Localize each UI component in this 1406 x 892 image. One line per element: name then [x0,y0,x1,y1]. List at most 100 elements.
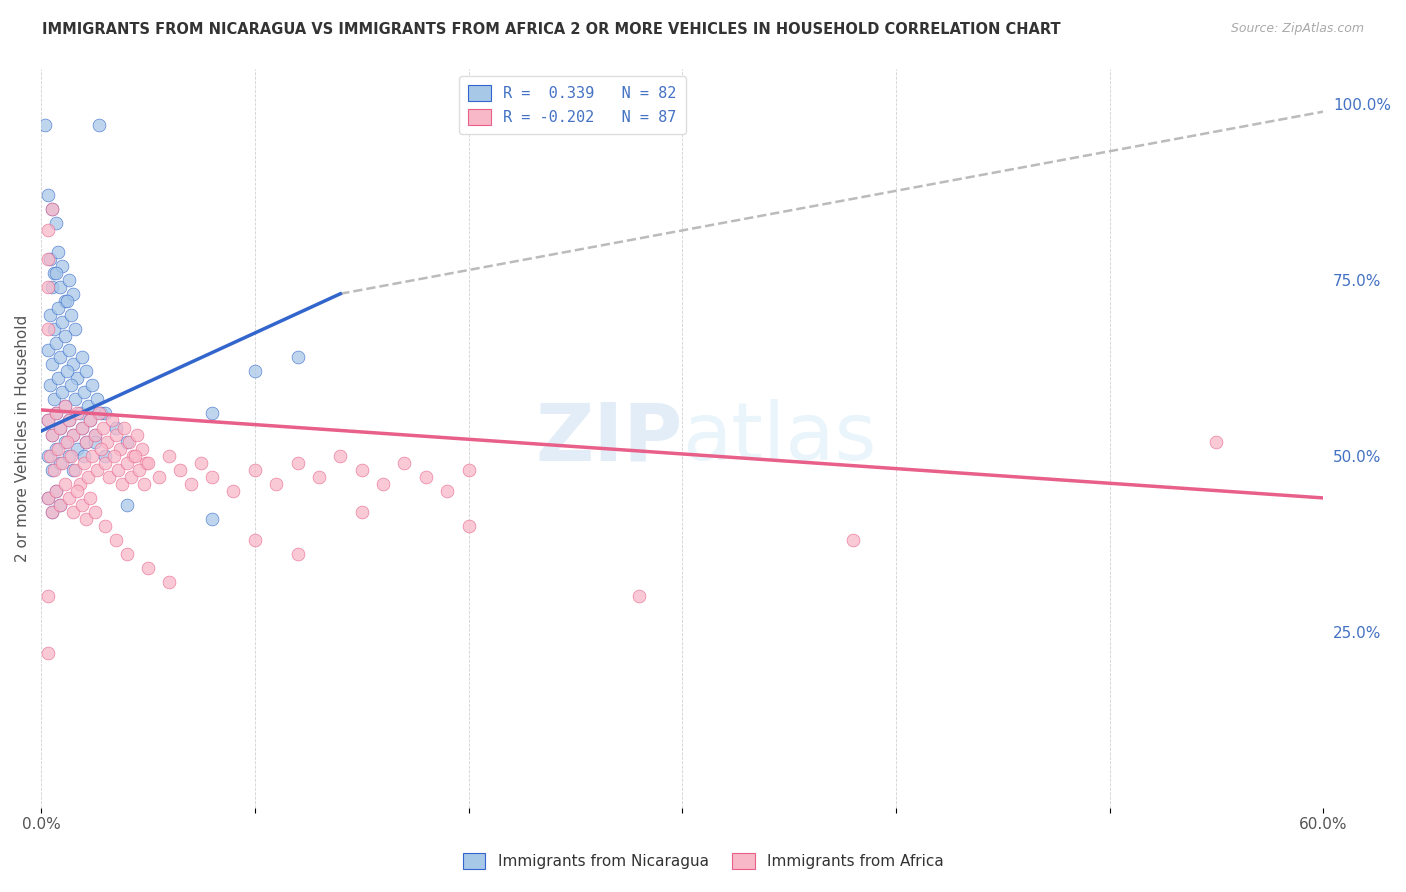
Point [49,350,72,364]
Point [58,343,80,357]
Point [37,491,59,505]
Point [94,407,117,421]
Legend: Immigrants from Nicaragua, Immigrants from Africa: Immigrants from Nicaragua, Immigrants fr… [457,847,949,875]
Point [222,483,245,498]
Point [69,476,91,491]
Point [75,512,97,526]
Point [94,449,117,463]
Point [37,343,59,357]
Point [157,575,180,590]
Point [45,483,67,498]
Point [82,378,104,392]
Point [148,470,170,484]
Point [82,449,104,463]
Point [94,519,117,533]
Point [73,456,96,470]
Point [53,400,76,414]
Point [190,456,212,470]
Point [41,505,63,519]
Point [58,491,80,505]
Point [45,266,67,280]
Point [55,364,77,378]
Point [70,420,93,434]
Point [75,434,97,449]
Point [45,442,67,456]
Point [65,463,87,477]
Point [45,336,67,351]
Point [38,449,60,463]
Legend: R =  0.339   N = 82, R = -0.202   N = 87: R = 0.339 N = 82, R = -0.202 N = 87 [458,76,686,134]
Point [103,449,125,463]
Point [180,476,202,491]
Point [49,279,72,293]
Point [115,498,138,512]
Point [60,308,83,322]
Point [104,533,127,548]
Point [73,449,96,463]
Point [37,413,59,427]
Point [457,463,479,477]
Point [53,329,76,343]
Point [34,118,56,132]
Point [96,434,118,449]
Text: ZIP: ZIP [534,399,682,477]
Point [115,456,138,470]
Point [83,434,105,449]
Point [51,315,73,329]
Point [120,470,142,484]
Point [49,420,72,434]
Point [77,400,100,414]
Point [55,293,77,308]
Point [66,442,89,456]
Point [350,505,373,519]
Point [104,427,127,442]
Point [128,463,150,477]
Point [131,442,153,456]
Point [66,407,89,421]
Point [49,420,72,434]
Point [90,407,112,421]
Point [70,420,93,434]
Point [201,407,224,421]
Point [37,279,59,293]
Point [62,286,84,301]
Y-axis label: 2 or more Vehicles in Household: 2 or more Vehicles in Household [15,315,30,562]
Text: Source: ZipAtlas.com: Source: ZipAtlas.com [1230,22,1364,36]
Point [83,427,105,442]
Point [60,378,83,392]
Point [58,449,80,463]
Point [457,519,479,533]
Point [115,547,138,561]
Point [60,449,83,463]
Point [58,273,80,287]
Point [45,407,67,421]
Point [371,476,394,491]
Point [87,407,110,421]
Point [46,244,69,259]
Point [42,322,65,336]
Point [135,456,157,470]
Point [628,590,651,604]
Point [62,505,84,519]
Point [287,547,309,561]
Point [51,456,73,470]
Point [118,434,141,449]
Point [37,491,59,505]
Point [53,434,76,449]
Text: IMMIGRANTS FROM NICARAGUA VS IMMIGRANTS FROM AFRICA 2 OR MORE VEHICLES IN HOUSEH: IMMIGRANTS FROM NICARAGUA VS IMMIGRANTS … [42,22,1060,37]
Point [75,364,97,378]
Point [66,483,89,498]
Point [41,505,63,519]
Point [287,456,309,470]
Point [62,427,84,442]
Point [77,470,100,484]
Point [107,463,129,477]
Point [79,413,101,427]
Point [87,118,110,132]
Point [37,590,59,604]
Point [1205,434,1227,449]
Point [37,188,59,202]
Point [41,357,63,371]
Point [65,392,87,407]
Point [136,456,159,470]
